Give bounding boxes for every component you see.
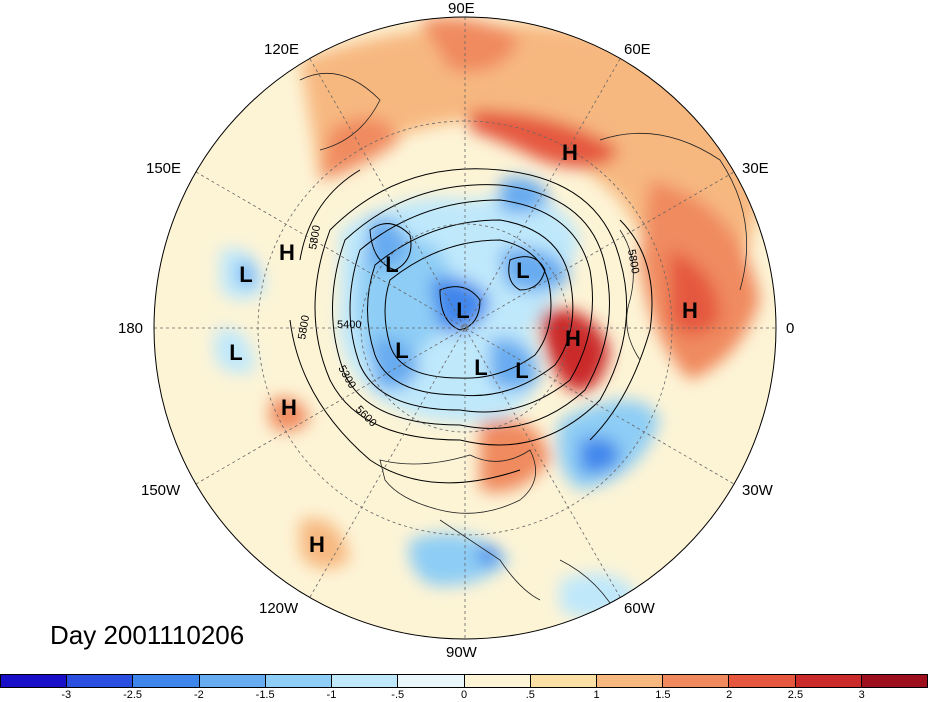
lon-label-30w: 30W: [742, 482, 773, 499]
colorbar-tick-label: 3: [858, 689, 865, 701]
low-center: L: [229, 340, 242, 365]
colorbar-cell: [199, 675, 266, 687]
colorbar-cell: [1, 675, 68, 687]
colorbar-cell: [464, 675, 531, 687]
lon-label-120w: 120W: [259, 600, 299, 617]
colorbar-tick-label: 1.5: [655, 689, 671, 701]
colorbar-cell: [332, 675, 399, 687]
colorbar-tick-label: -2: [193, 689, 204, 701]
colorbar-tick-label: -.5: [391, 689, 405, 701]
pressure-centers: H H H H H H L L L L L L L L: [229, 140, 698, 557]
colorbar-cell: [861, 675, 928, 687]
lon-label-150w: 150W: [141, 482, 181, 499]
high-center: H: [279, 240, 295, 265]
colorbar-cell: [795, 675, 862, 687]
colorbar-tick-label: .5: [525, 689, 535, 701]
high-center: H: [281, 395, 297, 420]
colorbar-tick-label: 1: [593, 689, 600, 701]
contour-label: 5800: [625, 248, 641, 274]
contour-label: 5400: [337, 319, 361, 331]
colorbar-cell: [265, 675, 333, 687]
day-title: Day 2001110206: [50, 620, 245, 650]
high-center: H: [309, 532, 325, 557]
high-center: H: [682, 298, 698, 323]
colorbar-tick-label: 2: [726, 689, 733, 701]
colorbar-tick-label: -1.5: [255, 689, 275, 701]
high-center: H: [565, 326, 581, 351]
low-center: L: [515, 358, 528, 383]
lon-label-0: 0: [786, 320, 795, 337]
high-center: H: [562, 140, 578, 165]
colorbar-tick-label: -3: [61, 689, 72, 701]
colorbar-cell: [729, 675, 796, 687]
colorbar-cell: [67, 675, 134, 687]
graticule: [154, 17, 776, 639]
lon-label-90e: 90E: [448, 0, 475, 17]
low-center: L: [474, 355, 487, 380]
low-center: L: [385, 252, 398, 277]
colorbar-cell: [133, 675, 200, 687]
low-center: L: [516, 258, 529, 283]
lon-label-180: 180: [118, 320, 144, 337]
low-center: L: [239, 262, 252, 287]
lon-label-120e: 120E: [264, 41, 300, 58]
colorbar-tick-label: -1: [326, 689, 337, 701]
map-border: [153, 16, 777, 640]
colorbar-cell: [663, 675, 730, 687]
height-contours: [289, 168, 653, 484]
colorbar-cell: [530, 675, 597, 687]
colorbar-cell: [596, 675, 664, 687]
lon-label-60e: 60E: [624, 41, 651, 58]
low-center: L: [456, 298, 469, 323]
polar-map: 5800 5800 5800 5400 5300 5600 H H H H H …: [153, 16, 777, 640]
lon-label-150e: 150E: [146, 160, 182, 177]
contour-label: 5800: [307, 224, 323, 250]
low-center: L: [395, 338, 408, 363]
colorbar-tick-label: -2.5: [123, 689, 143, 701]
lon-label-60w: 60W: [624, 600, 655, 617]
contour-label: 5800: [296, 314, 312, 340]
colorbar-cell: [398, 675, 465, 687]
lon-label-90w: 90W: [446, 644, 477, 661]
colorbar: [0, 674, 928, 688]
colorbar-tick-label: 0: [460, 689, 468, 701]
lon-label-30e: 30E: [742, 160, 769, 177]
colorbar-tick-label: 2.5: [787, 689, 804, 701]
